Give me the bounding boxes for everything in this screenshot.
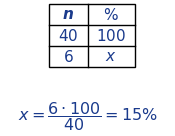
Text: $\%$: $\%$ — [103, 7, 119, 23]
Text: $6$: $6$ — [63, 49, 74, 65]
Text: $\boldsymbol{n}$: $\boldsymbol{n}$ — [62, 7, 74, 22]
Text: $100$: $100$ — [96, 28, 126, 44]
Text: $x = \dfrac{6 \cdot 100}{40} = 15\%$: $x = \dfrac{6 \cdot 100}{40} = 15\%$ — [18, 101, 158, 133]
Bar — [49, 4, 135, 67]
Text: $x$: $x$ — [105, 49, 117, 64]
Text: $40$: $40$ — [58, 28, 78, 44]
